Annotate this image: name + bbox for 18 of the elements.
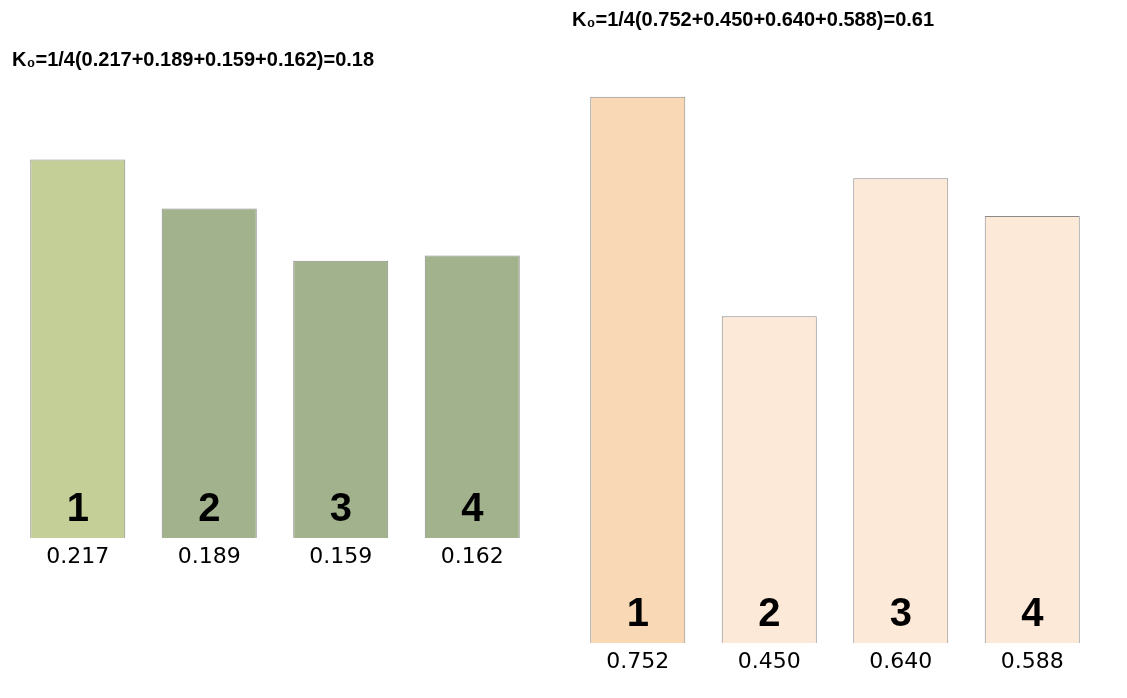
x-tick-label: 1 <box>66 485 89 530</box>
data-label: 0.189 <box>177 542 241 568</box>
data-label: 0.588 <box>1000 647 1064 673</box>
data-label: 0.450 <box>737 647 801 673</box>
x-tick-label: 3 <box>889 590 912 635</box>
data-label: 0.752 <box>606 647 670 673</box>
x-tick-label: 4 <box>461 485 485 530</box>
data-label: 0.162 <box>440 542 504 568</box>
x-tick-label: 1 <box>626 590 649 635</box>
data-label: 0.217 <box>46 542 110 568</box>
chart-title: K₀=1/4(0.217+0.189+0.159+0.162)=0.18 <box>12 47 375 70</box>
x-tick-label: 2 <box>198 485 221 530</box>
x-tick-label: 3 <box>329 485 352 530</box>
data-label: 0.640 <box>869 647 933 673</box>
data-label: 0.159 <box>309 542 373 568</box>
x-tick-label: 4 <box>1021 590 1045 635</box>
x-tick-label: 2 <box>758 590 781 635</box>
chart-title: K₀=1/4(0.752+0.450+0.640+0.588)=0.61 <box>572 7 935 30</box>
